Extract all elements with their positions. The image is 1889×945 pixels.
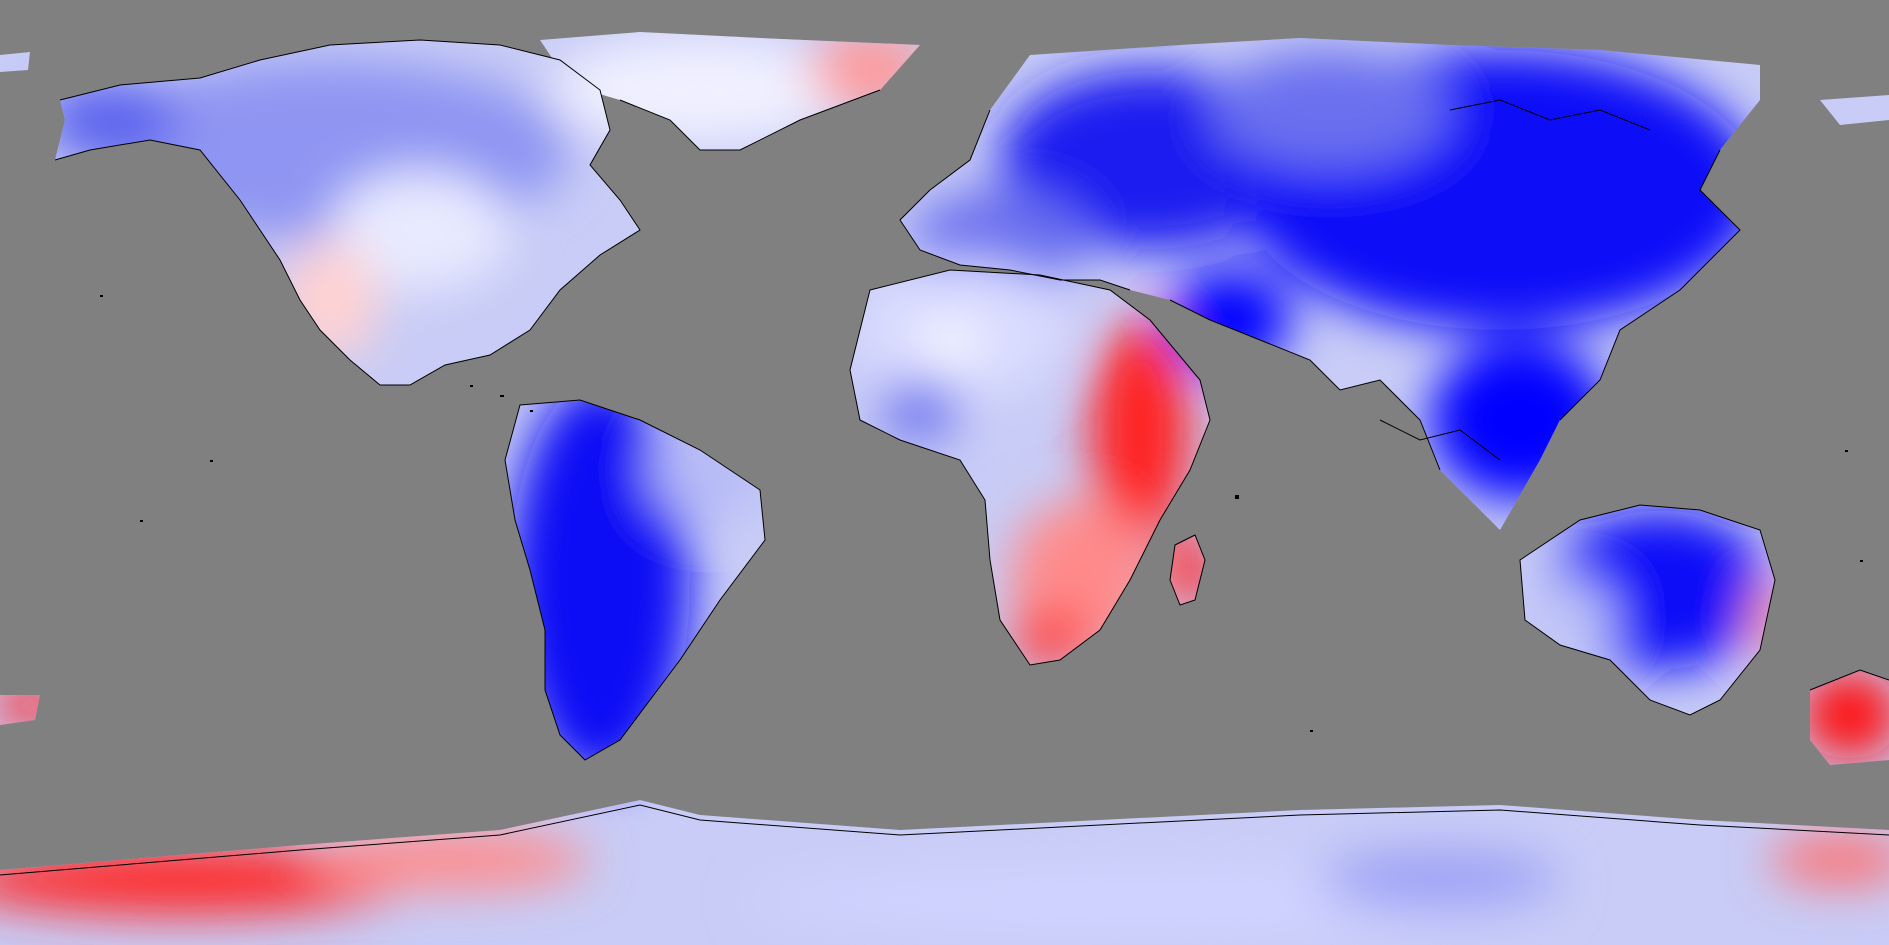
coastlines bbox=[0, 39, 1889, 876]
island-specks bbox=[100, 295, 1863, 732]
